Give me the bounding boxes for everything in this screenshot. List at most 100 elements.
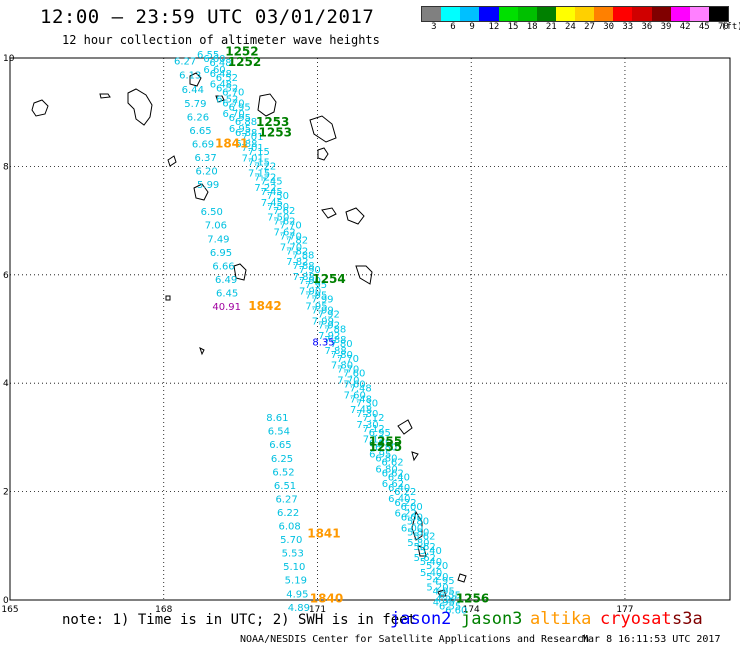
swath-value: 6.22	[394, 498, 416, 509]
wave-height-value: 6.13	[179, 71, 201, 82]
wave-height-value: 5.53	[282, 549, 304, 560]
legend-swatch	[498, 7, 518, 21]
x-tick-label: 165	[1, 605, 18, 615]
swath-value: 7.88	[324, 346, 346, 357]
swath-value: 7.88	[324, 335, 346, 346]
legend-label: 21	[545, 22, 557, 32]
swath-value: 7.60	[344, 390, 366, 401]
swath-value: 7.88	[292, 250, 314, 261]
swath-value: 7.01	[241, 132, 263, 143]
wave-height-value: 6.45	[216, 288, 238, 299]
wave-height-value: 6.69	[192, 139, 214, 150]
color-scale-legend	[421, 6, 729, 22]
swath-value: 7.88	[292, 261, 314, 272]
wave-height-value: 6.95	[210, 248, 232, 259]
swath-value: 6.55	[439, 601, 461, 612]
legend-swatch	[651, 7, 671, 21]
swath-value: 4.95	[433, 587, 455, 598]
swath-value: 6.62	[381, 457, 403, 468]
swath-value: 7.80	[331, 350, 353, 361]
swath-value: 6.88	[235, 128, 257, 139]
legend-swatch	[689, 7, 709, 21]
wave-height-value: 6.22	[277, 508, 299, 519]
swath-value: 7.82	[286, 236, 308, 247]
swath-value: 5.20	[426, 561, 448, 572]
swath-value: 6.95	[369, 449, 391, 460]
legend-swatch	[422, 7, 442, 21]
swath-value: 6.40	[388, 494, 410, 505]
swath-value: 5.62	[413, 542, 435, 553]
swath-value: 6.60	[203, 65, 225, 76]
wave-height-value: 4.27	[435, 595, 457, 606]
pass-label: 1842	[248, 299, 281, 313]
swath-value: 6.95	[369, 439, 391, 450]
pass-label: 1841	[307, 527, 340, 541]
wave-height-value: 4.89	[288, 603, 310, 614]
swath-value: 5.40	[420, 568, 442, 579]
legend-label: 6	[450, 22, 456, 32]
wave-height-value: 40.91	[212, 302, 241, 313]
legend-label: 42	[679, 22, 691, 32]
swath-value: 6.60	[203, 54, 225, 65]
legend-label: 18	[526, 22, 538, 32]
pass-label: 1253	[259, 126, 292, 140]
map-frame	[9, 57, 731, 601]
swath-value: 7.70	[280, 232, 302, 243]
swath-value: 7.80	[330, 339, 352, 350]
swath-value: 6.95	[228, 102, 250, 113]
swath-value: 7.12	[363, 435, 385, 446]
legend-swatch	[517, 7, 537, 21]
swath-value: 7.45	[261, 187, 283, 198]
legend-label: 30	[603, 22, 615, 32]
swath-value: 7.60	[343, 379, 365, 390]
x-tick-label: 177	[616, 605, 633, 615]
swath-value: 7.12	[362, 424, 384, 435]
swath-value: 7.80	[331, 361, 353, 372]
swath-value: 7.70	[280, 242, 302, 253]
swath-value: 6.52	[216, 94, 238, 105]
swath-value: 7.95	[305, 302, 327, 313]
swath-value: 6.55	[197, 50, 219, 61]
x-tick-label: 174	[463, 605, 480, 615]
credit-line: NOAA/NESDIS Center for Satellite Applica…	[240, 634, 590, 645]
swath-value: 7.88	[324, 324, 346, 335]
swath-value: 7.30	[356, 409, 378, 420]
wave-height-value: 4.95	[286, 589, 308, 600]
swath-value: 7.92	[318, 331, 340, 342]
swath-value: 7.92	[318, 320, 340, 331]
legend-swatch	[613, 7, 633, 21]
island-outline	[437, 589, 447, 597]
pass-label: 1256	[456, 592, 489, 606]
swath-value: 5.40	[420, 546, 442, 557]
wave-height-value: 6.26	[187, 112, 209, 123]
island-outline	[309, 115, 337, 143]
swath-value: 7.15	[248, 158, 270, 169]
swath-value: 5.62	[413, 531, 435, 542]
swath-value: 7.95	[305, 280, 327, 291]
swath-value: 7.99	[312, 316, 334, 327]
page-title: 12:00 — 23:59 UTC 03/01/2017	[40, 6, 375, 28]
legend-label: 36	[641, 22, 653, 32]
swath-value: 7.70	[337, 375, 359, 386]
island-outline	[215, 95, 225, 103]
y-tick-label: 6	[3, 271, 9, 281]
wave-height-value: 5.79	[184, 99, 206, 110]
wave-height-value: 6.65	[269, 440, 291, 451]
swath-value: 6.62	[382, 479, 404, 490]
legend-label: 45	[698, 22, 710, 32]
pass-label: 1841	[215, 136, 248, 150]
island-outline	[411, 451, 419, 462]
swath-value: 7.50	[267, 191, 289, 202]
wave-height-value: 6.66	[212, 261, 234, 272]
swath-value: 7.90	[299, 265, 321, 276]
wave-height-value: 7.49	[207, 234, 229, 245]
wave-height-value: 6.37	[194, 153, 216, 164]
swath-value: 6.60	[445, 605, 467, 616]
legend-swatch	[460, 7, 480, 21]
island-outline	[199, 347, 205, 356]
island-outline	[411, 510, 423, 541]
swath-value: 7.01	[241, 143, 263, 154]
island-outline	[397, 419, 413, 435]
wave-height-value: 6.50	[201, 207, 223, 218]
y-tick-label: 8	[3, 162, 9, 172]
